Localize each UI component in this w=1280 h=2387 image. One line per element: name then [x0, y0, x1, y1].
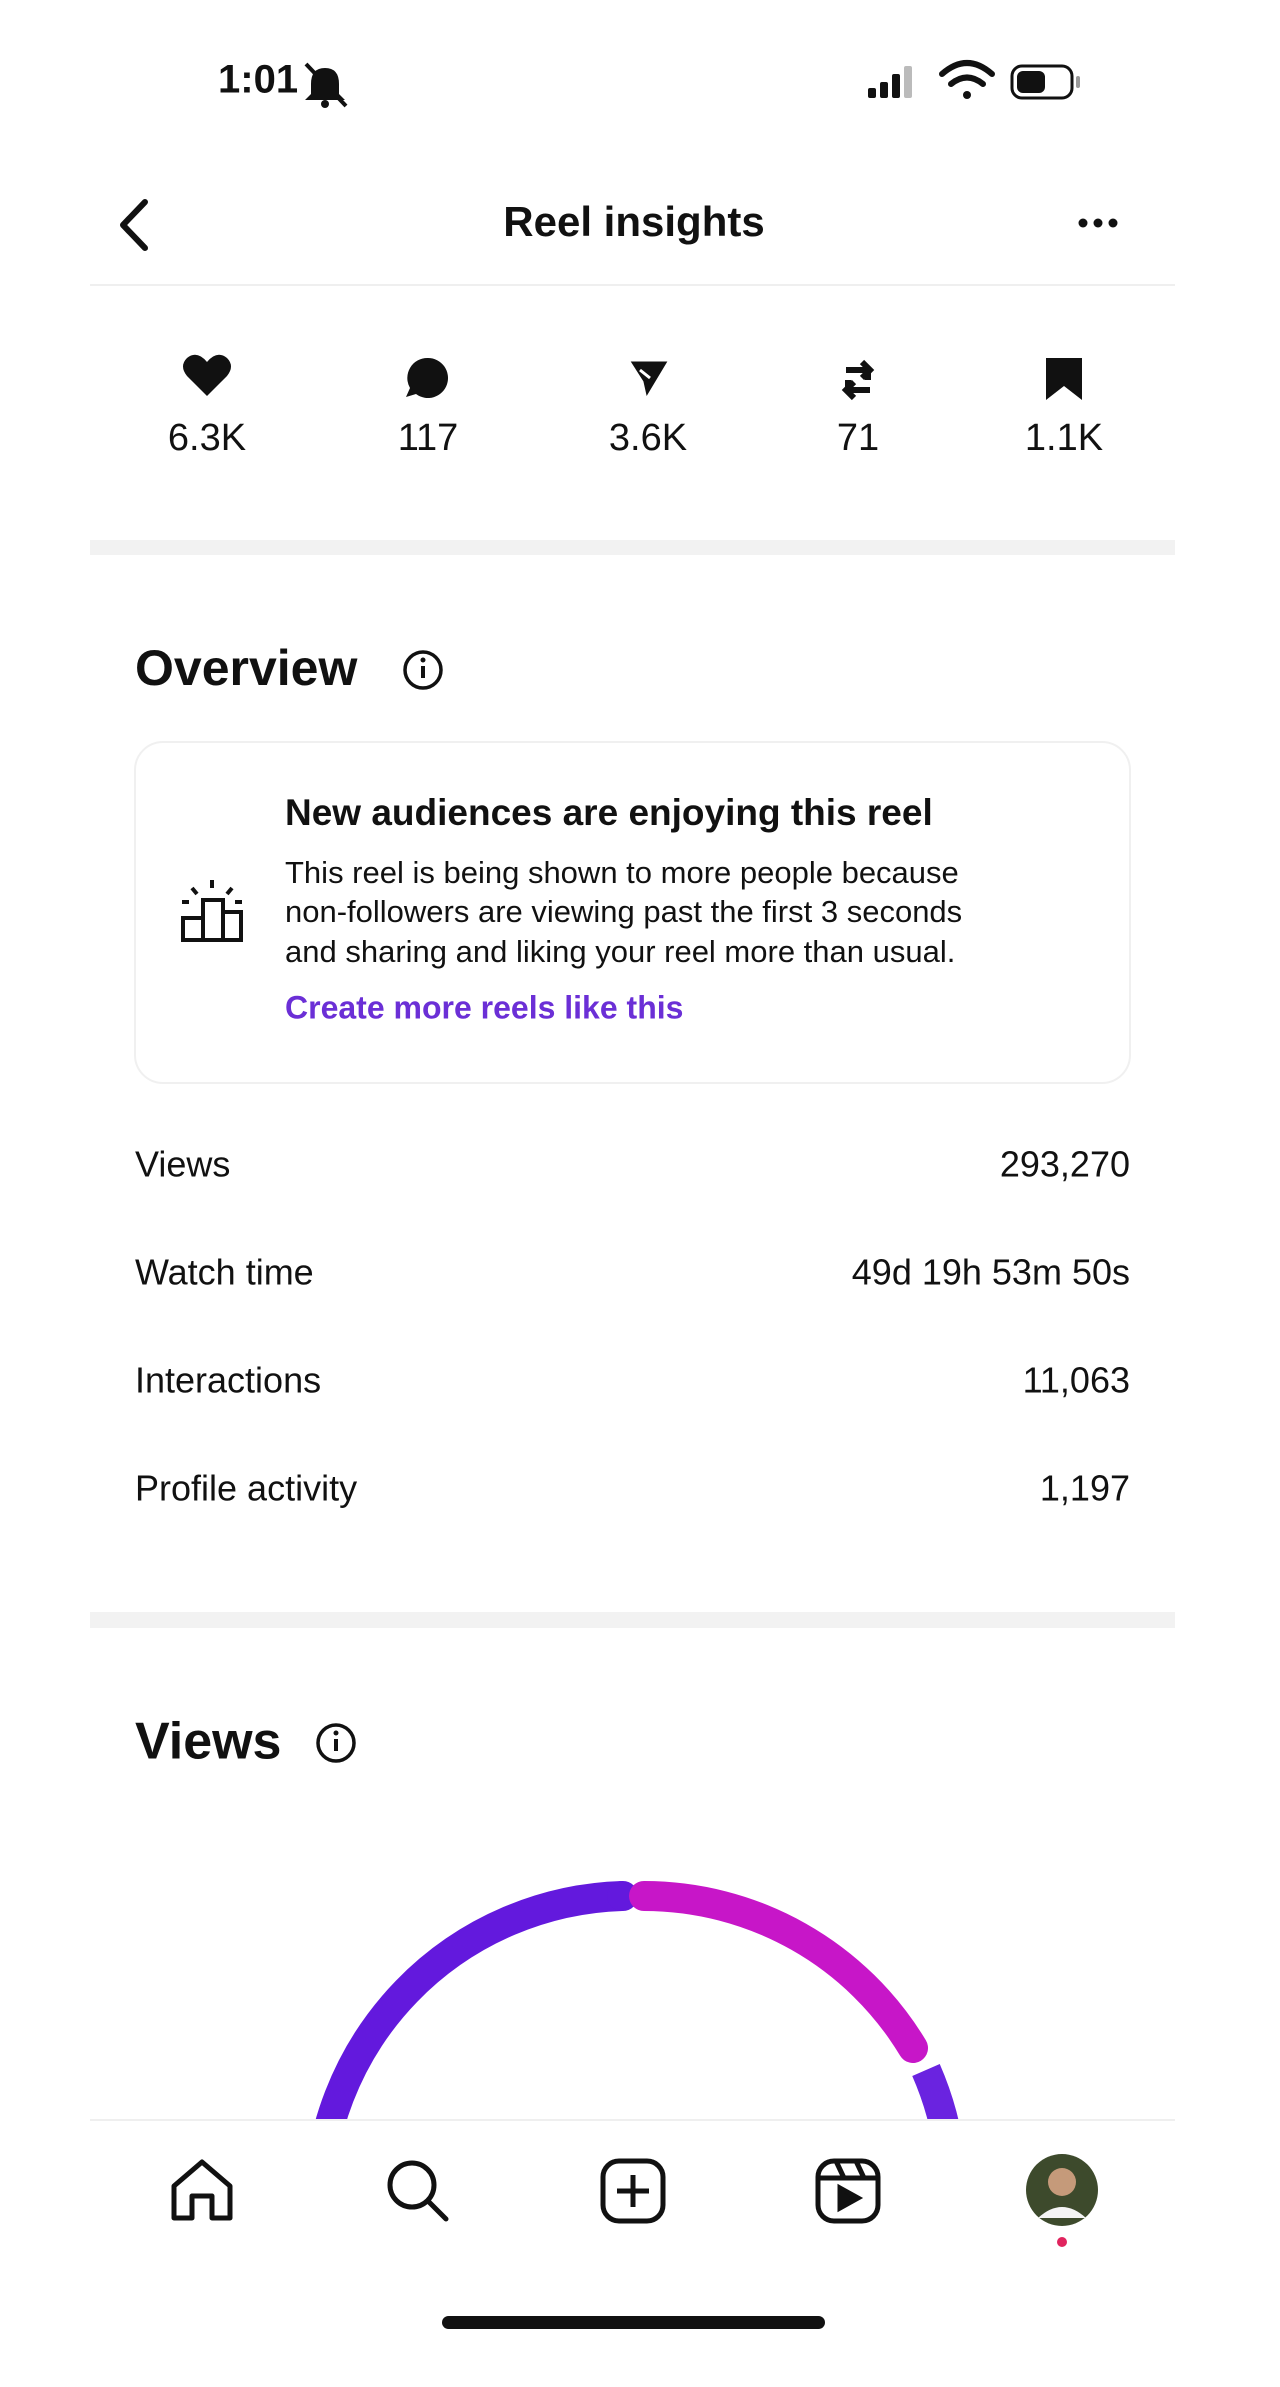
stat-count: 71 — [837, 417, 879, 459]
metrics-list: Views 293,270 Watch time 49d 19h 53m 50s Int… — [135, 1144, 1130, 1509]
likes-icon — [183, 354, 231, 396]
search-tab[interactable] — [387, 2160, 449, 2222]
more-button[interactable] — [1078, 218, 1118, 228]
create-tab[interactable] — [600, 2158, 666, 2224]
card-body: This reel is being shown to more people … — [285, 855, 959, 890]
card-body: and sharing and liking your reel more th… — [285, 934, 955, 969]
podium-icon — [181, 880, 243, 942]
metric-value: 11,063 — [1023, 1360, 1130, 1401]
comments-icon — [406, 357, 448, 398]
section-title: Overview — [135, 640, 357, 696]
profile-tab[interactable] — [1026, 2154, 1098, 2247]
metric-value: 293,270 — [1000, 1144, 1130, 1185]
reposts-icon — [841, 359, 875, 401]
stat-count: 1.1K — [1025, 417, 1103, 459]
home-tab[interactable] — [171, 2159, 233, 2221]
metric-label: Watch time — [135, 1252, 314, 1293]
stat-count: 3.6K — [609, 417, 687, 459]
info-icon[interactable] — [403, 650, 443, 690]
status-time: 1:01 — [218, 58, 298, 102]
stat-count: 6.3K — [168, 417, 246, 459]
insight-card — [134, 741, 1131, 1084]
section-title: Views — [135, 1713, 281, 1771]
home-indicator — [442, 2316, 825, 2329]
mute-icon — [304, 62, 348, 108]
card-link[interactable]: Create more reels like this — [285, 989, 683, 1025]
info-icon[interactable] — [316, 1723, 356, 1763]
back-button[interactable] — [120, 199, 148, 251]
stat-count: 117 — [398, 417, 459, 459]
page-title: Reel insights — [503, 198, 764, 245]
section-separator — [90, 1612, 1175, 1628]
metric-value: 1,197 — [1040, 1468, 1130, 1509]
battery-icon — [1010, 64, 1080, 100]
metric-label: Views — [135, 1144, 230, 1185]
signal-icon — [868, 66, 912, 98]
wifi-icon — [939, 60, 995, 99]
metric-label: Profile activity — [135, 1468, 357, 1509]
shares-icon — [625, 358, 673, 404]
section-separator — [90, 540, 1175, 555]
metric-value: 49d 19h 53m 50s — [852, 1252, 1130, 1293]
stats: 6.3K 117 3.6K 71 1.1K — [168, 417, 1103, 459]
saves-icon — [1046, 358, 1082, 400]
metric-label: Interactions — [135, 1360, 321, 1401]
card-title: New audiences are enjoying this reel — [285, 792, 933, 833]
reels-tab[interactable] — [815, 2158, 881, 2224]
card-body: non-followers are viewing past the first… — [285, 894, 962, 929]
